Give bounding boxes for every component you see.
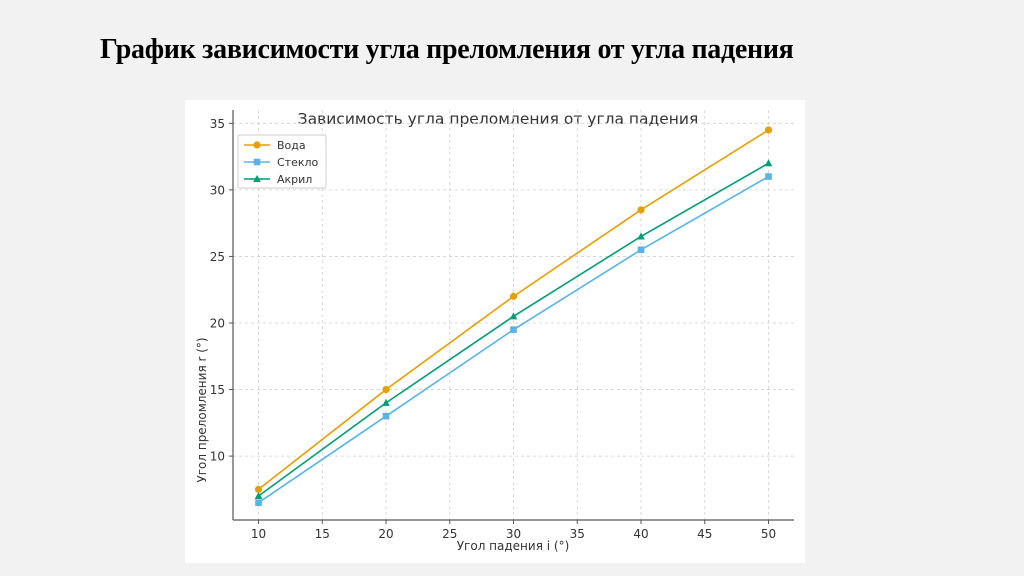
circle-marker-icon	[382, 385, 390, 394]
legend: Вода Стекло Акрил	[237, 134, 327, 189]
chart-card: Зависимость угла преломления от угла пад…	[185, 100, 805, 563]
series-Вода	[254, 126, 773, 493]
square-marker-icon	[382, 412, 390, 420]
x-tick-label: 15	[315, 527, 330, 541]
y-tick-label: 35	[210, 117, 225, 131]
line-chart: Зависимость угла преломления от угла пад…	[195, 110, 794, 553]
legend-label: Вода	[277, 139, 306, 152]
y-tick-label: 10	[210, 450, 225, 464]
series-Акрил	[254, 159, 773, 500]
tick-labels: 10 15 20 25 30 35 40 45 50 10 15 20 25 30 35	[210, 117, 776, 541]
x-tick-label: 25	[442, 527, 457, 541]
x-tick-label: 30	[506, 527, 521, 541]
x-tick-label: 40	[633, 527, 648, 541]
axes	[229, 110, 794, 524]
triangle-marker-icon	[509, 312, 518, 320]
triangle-marker-icon	[382, 398, 390, 406]
triangle-marker-icon	[254, 492, 263, 500]
triangle-marker-icon	[764, 159, 773, 167]
y-tick-label: 20	[210, 316, 225, 330]
chart-title: Зависимость угла преломления от угла пад…	[298, 110, 699, 128]
x-tick-label: 35	[570, 527, 585, 541]
legend-label: Акрил	[277, 173, 312, 186]
circle-marker-icon	[253, 141, 261, 149]
y-axis-label: Угол преломления r (°)	[195, 337, 209, 482]
data-series	[254, 126, 773, 506]
y-tick-label: 25	[210, 250, 225, 264]
slide-title: График зависимости угла преломления от у…	[100, 34, 794, 65]
square-marker-icon	[255, 499, 262, 506]
circle-marker-icon	[509, 292, 518, 300]
x-tick-label: 45	[697, 527, 712, 541]
square-marker-icon	[765, 173, 772, 180]
x-tick-label: 50	[761, 527, 776, 541]
square-marker-icon	[253, 158, 261, 166]
x-axis-label: Угол падения i (°)	[457, 539, 570, 553]
y-tick-label: 30	[210, 183, 225, 197]
x-tick-label: 10	[251, 527, 266, 541]
square-marker-icon	[510, 326, 517, 333]
square-marker-icon	[637, 246, 645, 254]
y-tick-label: 15	[210, 383, 225, 397]
legend-label: Стекло	[277, 156, 319, 169]
triangle-marker-icon	[637, 232, 645, 240]
circle-marker-icon	[764, 126, 773, 134]
circle-marker-icon	[637, 206, 645, 214]
triangle-marker-icon	[253, 175, 261, 182]
circle-marker-icon	[254, 485, 263, 493]
x-tick-label: 20	[378, 527, 393, 541]
series-Стекло	[255, 173, 772, 506]
legend-box	[237, 134, 327, 189]
